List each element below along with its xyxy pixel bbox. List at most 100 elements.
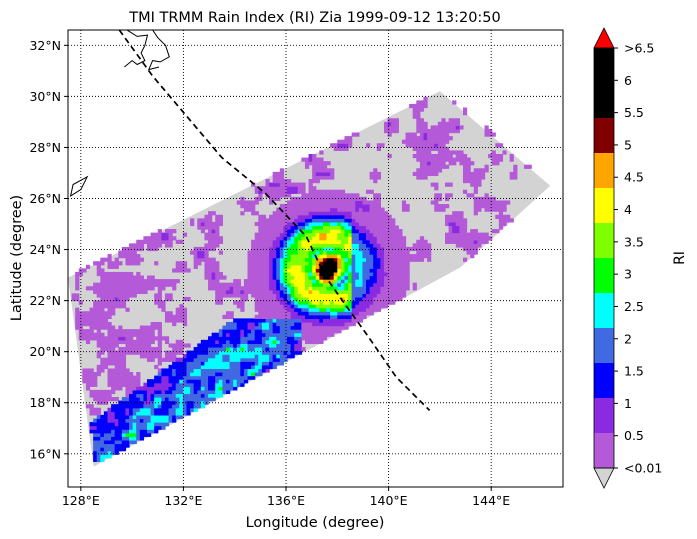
- rain-cell: [103, 364, 109, 370]
- rain-cell: [322, 296, 328, 302]
- rain-cell: [179, 364, 184, 370]
- rain-cell: [373, 271, 378, 277]
- rain-cell: [416, 125, 421, 130]
- rain-cell: [351, 254, 356, 259]
- rain-cell: [190, 407, 195, 412]
- rain-cell: [154, 350, 159, 355]
- rain-cell: [294, 343, 299, 348]
- rain-cell: [290, 250, 295, 255]
- rain-cell: [333, 325, 338, 330]
- rain-cell: [157, 397, 162, 402]
- rain-cell: [114, 300, 119, 305]
- rain-cell: [225, 347, 231, 352]
- rain-cell: [236, 375, 241, 380]
- rain-cell: [111, 325, 116, 330]
- rain-cell: [208, 221, 213, 227]
- rain-cell: [211, 379, 216, 384]
- rain-cell: [488, 207, 493, 212]
- rain-cell: [344, 264, 349, 269]
- rain-cell: [287, 193, 292, 198]
- rain-cell: [380, 211, 385, 216]
- rain-cell: [391, 121, 396, 126]
- rain-cell: [103, 314, 109, 319]
- rain-cell: [301, 336, 306, 341]
- rain-cell: [100, 432, 105, 437]
- rain-cell: [261, 347, 267, 352]
- rain-cell: [218, 389, 223, 395]
- rain-cell: [287, 189, 292, 194]
- rain-cell: [319, 329, 324, 334]
- rain-cell: [351, 218, 356, 223]
- rain-cell: [333, 204, 338, 209]
- rain-cell: [326, 171, 331, 177]
- rain-cell: [125, 400, 130, 405]
- rain-cell: [340, 225, 346, 230]
- rain-cell: [301, 232, 306, 237]
- rain-cell: [312, 204, 317, 209]
- rain-cell: [161, 304, 166, 309]
- rain-cell: [164, 422, 170, 427]
- rain-cell: [348, 250, 353, 255]
- rain-cell: [355, 232, 360, 237]
- rain-cell: [247, 264, 252, 269]
- rain-cell: [261, 282, 267, 287]
- rain-cell: [315, 311, 320, 316]
- rain-cell: [394, 264, 399, 269]
- rain-cell: [287, 243, 292, 248]
- rain-cell: [265, 354, 270, 359]
- rain-cell: [283, 357, 288, 362]
- rain-cell: [308, 218, 313, 223]
- rain-cell: [75, 307, 80, 312]
- rain-cell: [125, 336, 130, 341]
- rain-cell: [208, 368, 213, 373]
- rain-cell: [326, 161, 331, 166]
- rain-cell: [100, 422, 105, 427]
- rain-cell: [340, 218, 346, 223]
- rain-cell: [383, 268, 389, 273]
- rain-cell: [337, 293, 342, 298]
- rain-cell: [416, 103, 421, 109]
- rain-cell: [111, 389, 116, 395]
- rain-cell: [103, 393, 109, 398]
- rain-cell: [143, 347, 148, 352]
- rain-cell: [132, 246, 137, 252]
- rain-cell: [146, 379, 152, 384]
- rain-cell: [326, 211, 331, 216]
- rain-cell: [254, 296, 259, 302]
- rain-cell: [208, 364, 213, 370]
- rain-cell: [157, 393, 162, 398]
- rain-cell: [322, 211, 328, 216]
- rain-cell: [383, 286, 389, 291]
- rain-cell: [247, 372, 252, 377]
- rain-cell: [290, 300, 295, 305]
- rain-cell: [143, 279, 148, 284]
- rain-cell: [473, 171, 478, 177]
- rain-cell: [312, 286, 317, 291]
- rain-cell: [111, 354, 116, 359]
- rain-cell: [265, 225, 270, 230]
- rain-cell: [233, 354, 238, 359]
- rain-cell: [434, 139, 439, 144]
- rain-cell: [480, 168, 486, 173]
- rain-cell: [208, 214, 213, 219]
- rain-cell: [351, 275, 356, 280]
- rain-cell: [326, 304, 331, 309]
- rain-cell: [304, 250, 310, 255]
- x-tick-label: 140°E: [370, 493, 408, 508]
- rain-cell: [225, 379, 231, 384]
- rain-cell: [247, 347, 252, 352]
- rain-cell: [362, 196, 367, 202]
- rain-cell: [312, 232, 317, 237]
- rain-cell: [315, 214, 320, 219]
- rain-cell: [85, 329, 91, 334]
- rain-cell: [243, 364, 249, 370]
- rain-cell: [322, 275, 328, 280]
- rain-cell: [498, 218, 504, 223]
- colorbar-tick-label: 2: [624, 331, 632, 346]
- rain-cell: [118, 329, 123, 334]
- rain-cell: [93, 318, 98, 323]
- rain-cell: [373, 207, 378, 212]
- rain-cell: [484, 193, 489, 198]
- rain-cell: [348, 196, 353, 202]
- rain-cell: [340, 246, 346, 252]
